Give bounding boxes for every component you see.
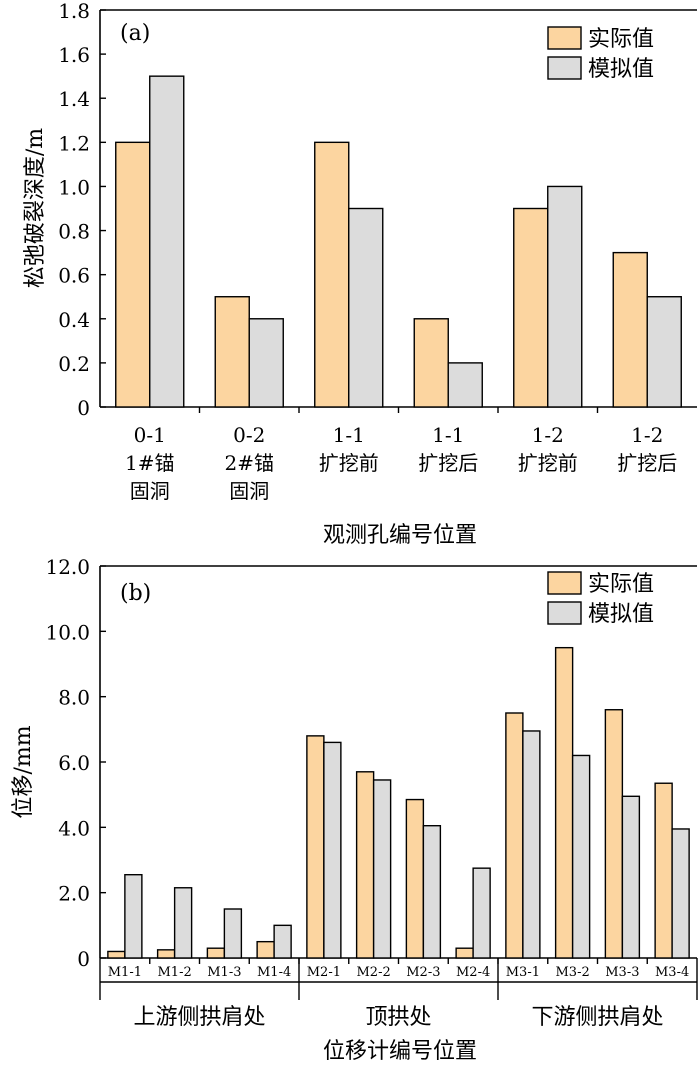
panel-b-x-tick-label: M3-2: [556, 965, 590, 980]
panel-b-bar-simulated: [273, 924, 292, 959]
panel-b-bar-simulated: [671, 828, 690, 959]
panel-b-group-label: 下游侧拱肩处: [531, 1005, 663, 1030]
panel-b-y-axis-title: 位移/mm: [11, 725, 36, 818]
panel-b-x-axis-title: 位移计编号位置: [323, 1039, 477, 1064]
panel-b-x-tick-label: M2-2: [357, 965, 391, 980]
panel-b-bar-actual: [654, 782, 673, 959]
panel-a-y-tick-label: 1.2: [58, 131, 90, 155]
panel-a-y-tick-label: 1.8: [58, 0, 90, 23]
panel-a-y-tick-label: 0.2: [58, 352, 90, 376]
panel-b-y-tick-label: 8.0: [58, 686, 90, 710]
panel-a-bar-actual: [214, 296, 250, 408]
panel-b-bar-actual: [505, 712, 524, 959]
panel-b-x-tick-label: M1-3: [207, 965, 241, 980]
panel-a-x-tick-label: 2#锚: [225, 451, 274, 475]
panel-b-bar-simulated: [173, 887, 193, 959]
panel-a-x-tick-label: 扩挖前: [518, 451, 578, 475]
panel-b-bar-actual: [405, 798, 425, 959]
panel-b-bar-actual: [256, 940, 275, 959]
panel-a-bar-simulated: [447, 362, 483, 408]
panel-b-bar-simulated: [522, 730, 541, 959]
panel-b-x-tick-label: M2-4: [456, 965, 490, 980]
panel-b-x-tick-label: M3-3: [605, 965, 639, 980]
panel-a-legend-label: 实际值: [588, 27, 654, 52]
panel-a-x-tick-label: 扩挖前: [319, 451, 379, 475]
panel-a-bar-actual: [413, 318, 449, 408]
panel-a-legend-swatch: [547, 26, 582, 50]
panel-b-legend-swatch: [547, 571, 582, 595]
panel-a-x-tick-label: 固洞: [229, 479, 269, 503]
panel-b-x-tick-label: M1-1: [108, 965, 142, 980]
panel-b-bar-actual: [554, 646, 574, 959]
panel-a-x-tick-label: 0-1: [134, 423, 166, 447]
panel-b-bar-actual: [306, 735, 325, 959]
panel-b-legend-label: 实际值: [588, 572, 654, 597]
panel-a-legend-swatch: [547, 56, 582, 80]
panel-a-bar-simulated: [646, 296, 682, 408]
panel-a-y-tick-label: 1.6: [58, 43, 90, 67]
panel-a-bar-actual: [115, 141, 151, 408]
panel-b-group-label: 顶拱处: [365, 1005, 431, 1030]
panel-a-x-axis-title: 观测孔编号位置: [323, 523, 477, 548]
panel-b-x-tick-label: M2-3: [406, 965, 440, 980]
panel-a-y-axis-title: 松弛破裂深度/m: [23, 128, 48, 288]
panel-b-bar-simulated: [323, 741, 342, 959]
panel-a-bar-simulated: [348, 207, 384, 408]
panel-a-x-tick-label: 扩挖后: [617, 451, 677, 475]
panel-b-x-tick-label: M2-1: [307, 965, 341, 980]
panel-b-x-tick-label: M3-1: [506, 965, 540, 980]
panel-a-y-tick-label: 0: [77, 396, 90, 420]
panel-b-legend-label: 模拟值: [588, 602, 654, 627]
panel-a-x-tick-label: 1-2: [631, 423, 663, 447]
panel-b-bar-simulated: [472, 867, 491, 959]
panel-a-x-tick-label: 1-2: [532, 423, 564, 447]
panel-a-x-tick-label: 1-1: [333, 423, 365, 447]
panel-b-bar-actual: [455, 947, 474, 959]
panel-a-x-tick-label: 扩挖后: [418, 451, 478, 475]
panel-b-bar-simulated: [571, 754, 591, 959]
panel-a-bar-simulated: [248, 318, 284, 408]
panel-a-x-tick-label: 固洞: [130, 479, 170, 503]
panel-b-bar-simulated: [372, 779, 392, 959]
panel-a-bar-actual: [513, 207, 549, 408]
panel-b-x-tick-label: M1-4: [257, 965, 291, 980]
panel-a-x-tick-label: 1#锚: [125, 451, 174, 475]
panel-b-y-tick-label: 10.0: [45, 620, 90, 644]
panel-b-x-tick-label: M3-4: [655, 965, 689, 980]
panel-b-label: (b): [120, 581, 151, 606]
panel-a-bar-simulated: [547, 185, 583, 408]
panel-b-y-tick-label: 0: [77, 947, 90, 971]
panel-a-label: (a): [120, 21, 150, 46]
panel-a-y-tick-label: 0.4: [58, 308, 90, 332]
chart-panel-b: (b) 位移/mm 位移计编号位置 0 2.0 4.0 6.0 8.0 10.0 12.0 M…: [11, 555, 698, 1064]
panel-a-y-tick-label: 0.6: [58, 264, 90, 288]
panel-b-x-tick-label: M1-2: [158, 965, 192, 980]
panel-b-group-label: 上游侧拱肩处: [133, 1005, 265, 1030]
panel-a-legend-label: 模拟值: [588, 57, 654, 82]
panel-a-x-tick-label: 0-2: [233, 423, 265, 447]
panel-b-bar-actual: [206, 947, 226, 959]
panel-b-bar-simulated: [124, 874, 143, 959]
panel-b-bar-actual: [355, 771, 375, 959]
panel-b-bar-actual: [107, 950, 126, 959]
panel-a-x-tick-label: 1-1: [432, 423, 464, 447]
panel-a-bar-actual: [314, 141, 350, 408]
panel-a-bar-simulated: [149, 75, 185, 408]
panel-b-bar-simulated: [621, 795, 641, 959]
panel-a-y-tick-label: 1.0: [58, 175, 90, 199]
panel-b-y-tick-label: 4.0: [58, 816, 90, 840]
panel-a-y-tick-label: 1.4: [58, 87, 90, 111]
chart-panel-a: (a) 松弛破裂深度/m 观测孔编号位置 0 0.2 0.4 0.6 0.8 1.0 1.2…: [23, 0, 697, 548]
panel-b-bar-simulated: [422, 825, 442, 959]
panel-b-y-tick-label: 2.0: [58, 882, 90, 906]
panel-b-y-tick-label: 6.0: [58, 751, 90, 775]
panel-b-bar-actual: [604, 709, 624, 959]
panel-b-y-tick-label: 12.0: [45, 555, 90, 579]
panel-b-bar-actual: [156, 949, 176, 959]
panel-a-y-tick-label: 0.8: [58, 220, 90, 244]
panel-a-bar-actual: [612, 251, 648, 408]
panel-b-bar-simulated: [223, 908, 243, 959]
panel-b-legend-swatch: [547, 601, 582, 625]
